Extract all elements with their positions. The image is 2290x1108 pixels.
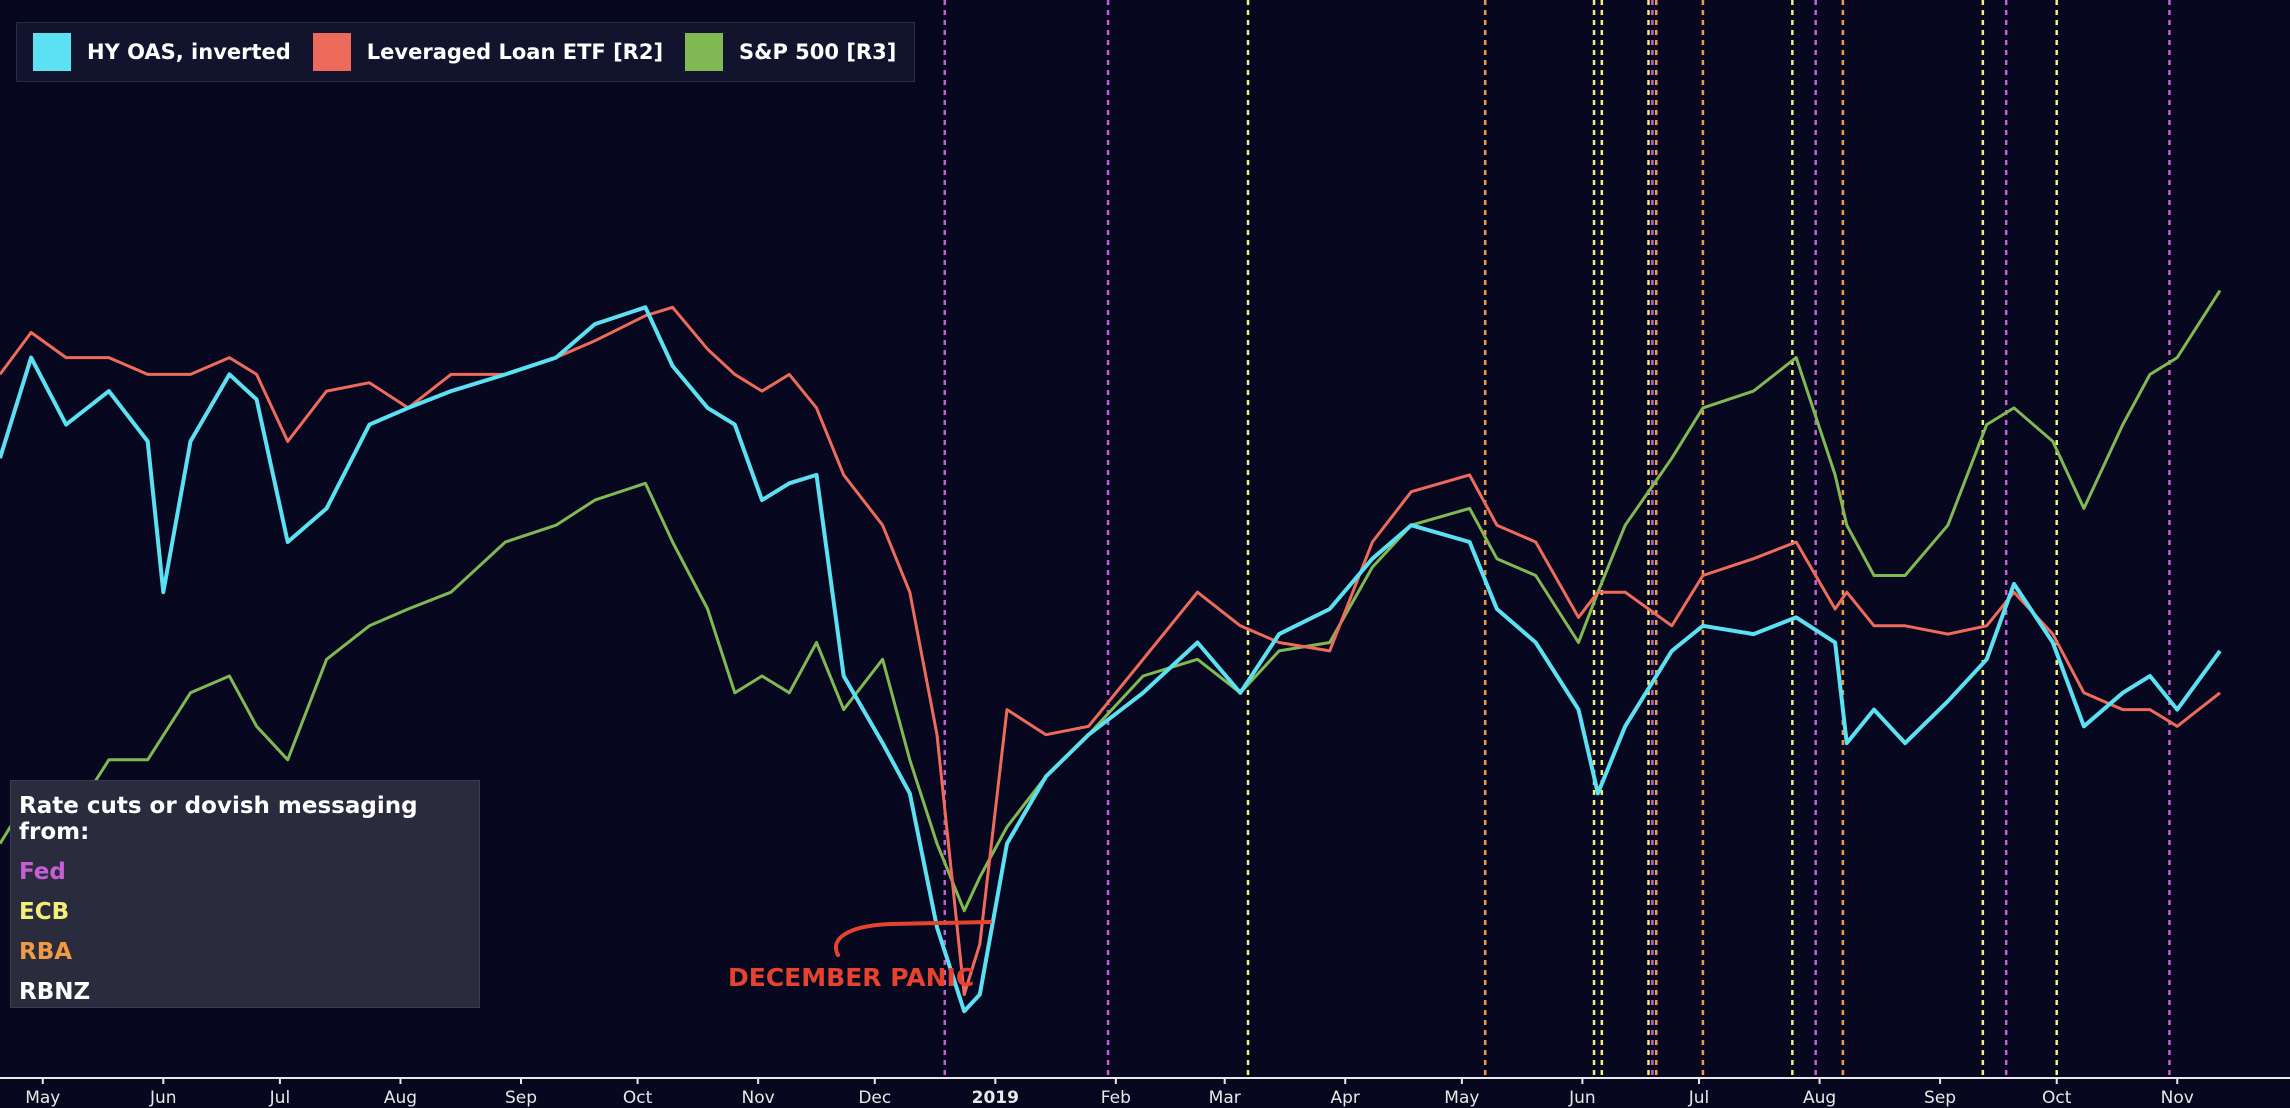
x-tick-label: Jun [1568,1088,1596,1108]
series-line-hy-oas-inverted [0,305,2222,1014]
x-tick-label: Oct [2042,1088,2072,1108]
x-tick-label: Aug [384,1088,417,1108]
legend-item-leveraged-loan: Leveraged Loan ETF [R2] [312,33,664,71]
x-tick-label: Feb [1101,1088,1131,1108]
legend-label: HY OAS, inverted [87,40,291,64]
legend-swatch [312,33,351,71]
x-tick-label: Mar [1209,1088,1241,1108]
legend: HY OAS, inverted Leveraged Loan ETF [R2]… [16,22,916,82]
x-tick-label: May [1444,1088,1479,1108]
central-bank-rba: RBA [19,939,73,965]
series-lines [0,289,2222,1014]
annotation-arrow [834,920,992,957]
x-tick-label: Jun [149,1088,177,1108]
x-tick-label: Aug [1803,1088,1836,1108]
x-tick-label: Sep [505,1088,537,1108]
legend-label: Leveraged Loan ETF [R2] [366,40,664,64]
x-tick-label: Jul [269,1088,291,1108]
x-tick-label: 2019 [972,1088,1019,1108]
legend-swatch [33,33,71,71]
event-lines [943,0,2171,1078]
central-bank-fed: Fed [19,859,66,885]
central-bank-rbnz: RBNZ [19,979,91,1005]
central-bank-ecb: ECB [19,899,70,925]
x-tick-label: May [25,1088,60,1108]
legend-item-hy-oas: HY OAS, inverted [33,33,291,71]
x-tick-label: Oct [623,1088,653,1108]
x-tick-label: Dec [858,1088,891,1108]
x-tick-label: Jul [1688,1088,1710,1108]
central-bank-key: Rate cuts or dovish messaging from: Fed … [10,780,480,1008]
x-tick-label: Apr [1331,1088,1360,1108]
x-tick-label: Nov [742,1088,775,1108]
x-tick-label: Nov [2161,1088,2194,1108]
annotation-label: DECEMBER PANIC [728,963,975,992]
x-tick-label: Sep [1924,1088,1956,1108]
central-bank-key-title: Rate cuts or dovish messaging from: [19,793,418,845]
legend-item-sp500: S&P 500 [R3] [685,33,896,71]
legend-swatch [685,33,724,71]
legend-label: S&P 500 [R3] [739,40,897,64]
series-line-leveraged-loan-etf-r2 [0,305,2221,996]
x-axis: May Jun Jul Aug Sep Oct Nov Dec 2019 Feb Mar Apr May… [0,1077,2290,1108]
